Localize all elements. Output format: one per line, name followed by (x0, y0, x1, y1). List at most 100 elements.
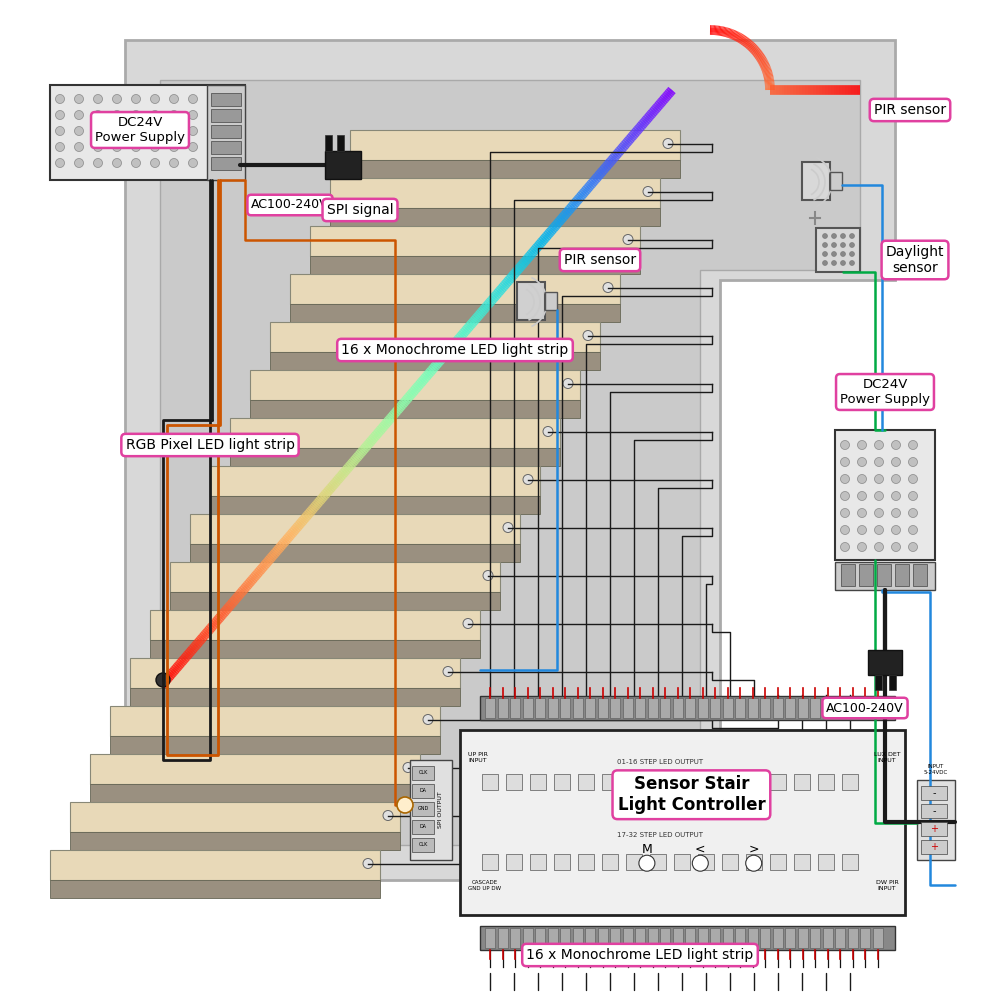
Circle shape (858, 475, 866, 484)
Bar (895, 564, 909, 586)
Bar (110, 736, 440, 754)
Bar (412, 838, 434, 852)
Bar (310, 226, 640, 256)
Bar (835, 430, 935, 560)
Bar (548, 928, 558, 948)
Circle shape (858, 440, 866, 450)
Text: -: - (932, 806, 936, 816)
Bar (710, 928, 720, 948)
Bar (90, 784, 420, 802)
Text: DC24V
Power Supply: DC24V Power Supply (95, 116, 185, 144)
Circle shape (74, 95, 84, 104)
Bar (610, 698, 620, 718)
Circle shape (858, 491, 866, 500)
Bar (560, 698, 570, 718)
Bar (170, 562, 500, 592)
Circle shape (874, 542, 884, 552)
Bar (868, 650, 902, 675)
Circle shape (188, 158, 198, 167)
Bar (578, 854, 594, 870)
Bar (818, 774, 834, 790)
Circle shape (112, 126, 122, 135)
Circle shape (850, 251, 854, 256)
Circle shape (208, 158, 216, 167)
Bar (290, 274, 620, 304)
Circle shape (56, 126, 64, 135)
Bar (110, 706, 440, 736)
Bar (598, 698, 608, 718)
Text: 16 x Monochrome LED light strip: 16 x Monochrome LED light strip (341, 343, 569, 357)
Bar (325, 135, 332, 151)
Circle shape (208, 110, 216, 119)
Text: GND: GND (417, 806, 429, 812)
Bar (535, 698, 545, 718)
Bar (835, 698, 845, 718)
Circle shape (840, 440, 850, 450)
Circle shape (908, 475, 918, 484)
Circle shape (840, 542, 850, 552)
Bar (650, 854, 666, 870)
Bar (545, 292, 557, 310)
Circle shape (603, 282, 613, 292)
Bar (822, 698, 832, 718)
Text: AC100-240V: AC100-240V (826, 702, 904, 714)
Bar (337, 135, 344, 151)
Text: SPI OUTPUT: SPI OUTPUT (438, 792, 442, 828)
Bar (506, 854, 522, 870)
Circle shape (908, 542, 918, 552)
Bar (748, 698, 758, 718)
Circle shape (208, 142, 216, 151)
Bar (785, 928, 795, 948)
Bar (848, 698, 858, 718)
Bar (860, 928, 870, 948)
Circle shape (840, 251, 846, 256)
Bar (130, 658, 460, 688)
Bar (921, 804, 947, 818)
Bar (635, 928, 645, 948)
Bar (290, 304, 620, 322)
Circle shape (94, 95, 103, 104)
Bar (325, 151, 361, 179)
Bar (648, 928, 658, 948)
Circle shape (56, 142, 64, 151)
Bar (722, 698, 732, 718)
Circle shape (850, 260, 854, 265)
Circle shape (874, 491, 884, 500)
Circle shape (892, 491, 900, 500)
Text: DW PIR
INPUT: DW PIR INPUT (876, 880, 898, 891)
Circle shape (150, 126, 160, 135)
Circle shape (423, 714, 433, 724)
Bar (207, 85, 245, 180)
Text: RGB Pixel LED light strip: RGB Pixel LED light strip (126, 438, 294, 452)
Bar (698, 698, 708, 718)
Circle shape (892, 475, 900, 484)
Circle shape (188, 110, 198, 119)
Bar (522, 928, 532, 948)
Bar (735, 928, 745, 948)
Circle shape (74, 142, 84, 151)
Circle shape (156, 673, 170, 687)
Text: PIR sensor: PIR sensor (874, 103, 946, 117)
Circle shape (822, 233, 828, 238)
Bar (482, 774, 498, 790)
Circle shape (908, 440, 918, 450)
Bar (330, 208, 660, 226)
Bar (877, 564, 891, 586)
Bar (772, 698, 782, 718)
Circle shape (858, 458, 866, 466)
Bar (722, 928, 732, 948)
Bar (672, 698, 682, 718)
Bar (50, 880, 380, 898)
Circle shape (94, 142, 103, 151)
Bar (698, 928, 708, 948)
Bar (921, 840, 947, 854)
Text: M: M (642, 843, 652, 856)
Bar (210, 496, 540, 514)
Circle shape (112, 158, 122, 167)
Circle shape (892, 458, 900, 466)
Circle shape (832, 260, 836, 265)
Circle shape (170, 95, 178, 104)
Circle shape (663, 138, 673, 148)
Bar (760, 698, 770, 718)
Bar (460, 730, 905, 915)
